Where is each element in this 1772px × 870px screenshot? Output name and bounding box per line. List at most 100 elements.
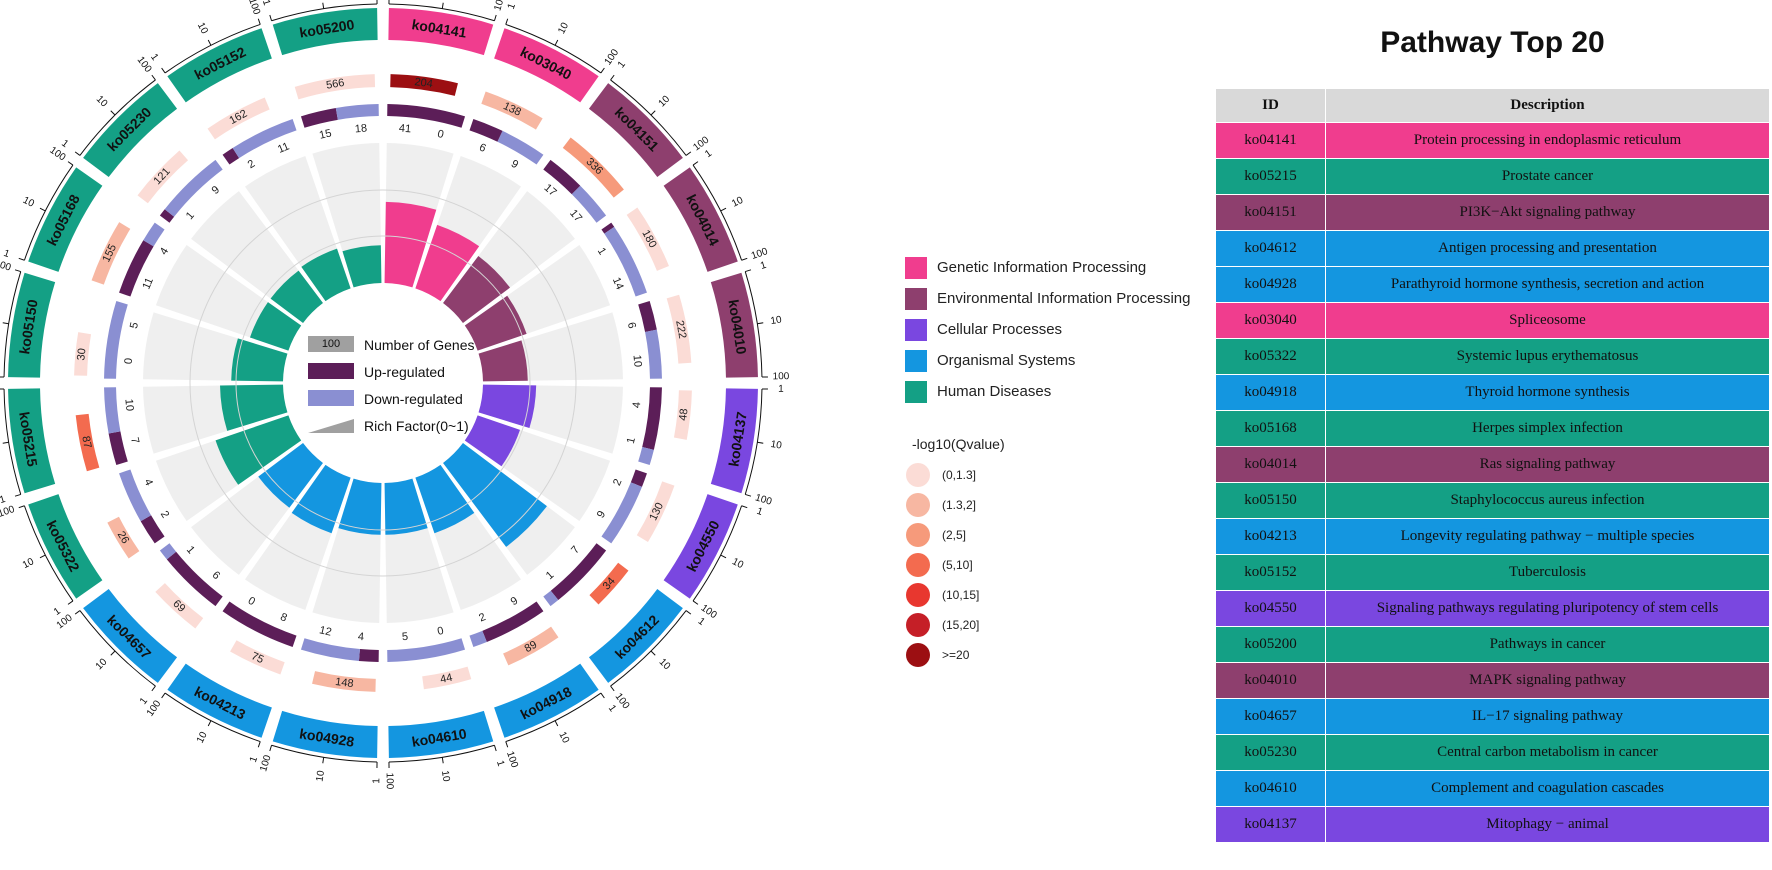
scale-tick-label: 10 [439,770,452,783]
pathway-sector-ko04213 [167,663,272,738]
scale-tick [685,151,692,156]
pathway-sector-ko05150 [8,272,56,378]
pathway-sector-ko04657 [83,588,178,683]
up-regulated-bar [140,515,165,544]
scale-tick-label: 10 [195,730,210,745]
row-description: IL−17 signaling pathway [1325,698,1770,735]
qvalue-label: (5,10] [942,558,973,572]
qvalue-legend-title: -log10(Qvalue) [912,436,1005,452]
scale-tick-label: 1 [778,384,784,395]
pathway-sector-ko04612 [588,588,683,683]
pathway-sector-ko05230 [83,83,178,178]
gene-number-bar [562,137,624,198]
row-id: ko04213 [1215,518,1326,555]
scale-axis [79,610,156,687]
category-legend-item: Cellular Processes [905,314,1205,345]
table-row: ko05150 Staphylococcus aureus infection [1215,482,1770,519]
center-legend-label: Up-regulated [364,364,445,380]
down-regulated-bar [335,104,379,120]
up-regulated-bar [300,108,338,128]
scale-tick [161,692,166,699]
scale-tick [610,685,615,692]
row-description: MAPK signaling pathway [1325,662,1770,699]
table-row: ko05200 Pathways in cancer [1215,626,1770,663]
scale-tick-label: 1 [494,759,506,768]
category-swatch [905,287,927,310]
up-count-label: 2 [611,477,624,487]
row-id: ko05152 [1215,554,1326,591]
up-count-label: 1 [184,210,197,222]
table-row: ko05230 Central carbon metabolism in canc… [1215,734,1770,771]
scale-tick-label: 10 [657,657,673,673]
scale-axis [164,692,261,743]
qvalue-dot [906,553,930,577]
pathway-sector-ko04014 [663,167,738,272]
row-description: Central carbon metabolism in cancer [1325,734,1770,771]
scale-axis [610,79,687,156]
scale-tick [757,441,764,444]
scale-tick [67,600,74,605]
scale-tick [741,257,748,261]
row-description: Longevity regulating pathway − multiple … [1325,518,1770,555]
qvalue-legend-item: (1.3,2] [906,490,979,520]
qvalue-legend-item: (2,5] [906,520,979,550]
scale-axis [610,610,687,687]
up-regulated-bar [469,119,503,142]
center-legend-sample: 100 [322,338,340,350]
up-regulated-bar [550,543,607,601]
scale-axis [692,164,743,261]
up-regulated-bar [387,104,466,128]
scale-tick [322,2,325,9]
pathway-table: ID Description ko04141 Protein processing… [1215,88,1770,843]
gene-number-bar [230,640,285,675]
scale-tick [610,74,615,81]
pathway-sector-ko04550 [663,494,738,599]
category-label: Cellular Processes [937,321,1063,338]
scale-tick [685,610,692,615]
category-legend-item: Environmental Information Processing [905,283,1205,314]
down-count-label: 1 [184,544,197,556]
down-count-label: 11 [276,140,291,156]
pathway-sector-ko05152 [167,28,272,103]
scale-tick [74,151,81,156]
scale-tick [257,18,261,25]
up-count-label: 2 [246,158,257,171]
gene-number-bar [666,294,692,364]
scale-axis [23,505,74,602]
scale-axis [744,271,763,378]
row-description: Parathyroid hormone synthesis, secretion… [1325,266,1770,303]
gene-number-label: 75 [249,650,265,666]
scale-tick [269,745,273,752]
header-id: ID [1215,88,1326,123]
scale-axis [388,744,495,763]
scale-tick-label: 100 [504,750,520,770]
down-count-label: 1 [544,569,556,582]
scale-tick-label: 10 [556,21,571,36]
scale-tick-label: 10 [556,730,571,745]
header-description: Description [1325,88,1770,123]
qvalue-label: (1.3,2] [942,498,977,512]
gene-number-bar [626,207,669,271]
gene-number-label: 30 [75,348,88,361]
gene-number-bar [390,74,458,96]
center-legend-swatch [308,390,354,406]
scale-tick-label: 1 [2,248,11,260]
row-id: ko04918 [1215,374,1326,411]
table-row: ko04137 Mitophagy − animal [1215,806,1770,843]
down-regulated-bar [159,543,177,560]
scale-axis [505,23,602,74]
gene-number-bar [422,666,472,690]
scale-tick-label: 10 [314,769,327,782]
pathway-sector-ko04610 [388,710,494,758]
scale-tick-label: 100 [773,371,790,382]
down-regulated-bar [300,638,360,661]
qvalue-dot [906,463,930,487]
pathway-sector-ko04141 [388,8,494,56]
up-regulated-bar [482,601,544,642]
scale-tick [650,650,656,656]
qvalue-label: (2,5] [942,528,967,542]
up-regulated-bar [638,300,657,332]
gene-number-bar [75,413,100,472]
pathway-sector-ko05215 [8,388,56,494]
row-id: ko05322 [1215,338,1326,375]
